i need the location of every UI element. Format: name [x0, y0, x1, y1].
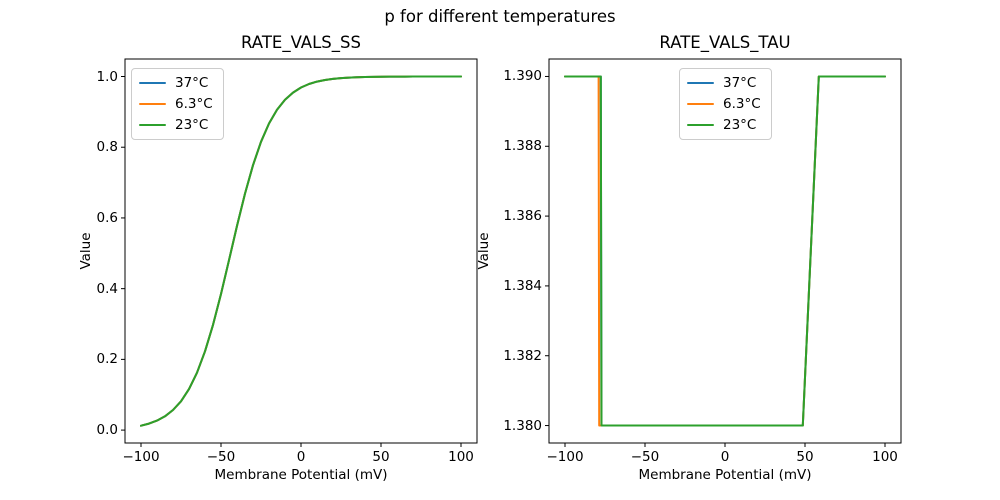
legend-line-sample — [687, 123, 714, 127]
y-tick-label: 1.0 — [96, 68, 118, 85]
x-tick-label: 0 — [296, 449, 306, 465]
x-tick-label: 0 — [720, 449, 730, 465]
legend-line-sample — [687, 81, 714, 85]
subplot-ss-title: RATE_VALS_SS — [241, 33, 361, 52]
subplot-tau-xlabel: Membrane Potential (mV) — [638, 467, 812, 483]
axes-frame — [124, 58, 478, 444]
y-tick-label: 0.4 — [96, 280, 118, 297]
legend-entry: 23°C — [687, 116, 761, 134]
y-tick-label: 1.384 — [503, 277, 542, 294]
legend-entry: 6.3°C — [139, 95, 213, 113]
legend-label: 6.3°C — [175, 96, 213, 112]
subplot-ss-ylabel: Value — [78, 232, 94, 270]
x-tick-label: 50 — [372, 449, 390, 465]
y-tick-label: 1.382 — [503, 347, 542, 364]
legend-label: 37°C — [175, 75, 209, 91]
series-line-23°C — [564, 75, 886, 427]
legend-box: 37°C 6.3°C 23°C — [679, 68, 772, 140]
legend-box: 37°C 6.3°C 23°C — [131, 68, 224, 140]
legend-entry: 37°C — [687, 74, 761, 92]
y-tick-label: 0.8 — [96, 139, 118, 156]
axes-frame — [548, 58, 902, 444]
y-tick-label: 1.390 — [503, 68, 542, 85]
subplot-tau-ylabel: Value — [476, 232, 492, 270]
subplot-tau-title: RATE_VALS_TAU — [659, 33, 791, 52]
x-tick-label: −50 — [630, 449, 660, 465]
y-tick-label: 1.388 — [503, 138, 542, 155]
legend-line-sample — [687, 102, 714, 106]
x-tick-label: −50 — [206, 449, 236, 465]
x-tick-label: 50 — [796, 449, 814, 465]
legend-label: 23°C — [175, 117, 209, 133]
y-tick-label: 0.6 — [96, 209, 118, 226]
y-tick-label: 0.0 — [96, 422, 118, 439]
y-tick-label: 0.2 — [96, 351, 118, 368]
y-tick-label: 1.386 — [503, 208, 542, 225]
legend-line-sample — [139, 102, 166, 106]
series-line-23°C — [140, 75, 462, 427]
legend-entry: 6.3°C — [687, 95, 761, 113]
legend-label: 6.3°C — [723, 96, 761, 112]
legend-line-sample — [139, 81, 166, 85]
figure-title: p for different temperatures — [384, 7, 616, 26]
y-tick-label: 1.380 — [503, 417, 542, 434]
x-tick-label: 100 — [872, 449, 898, 465]
x-tick-label: 100 — [448, 449, 474, 465]
legend-entry: 23°C — [139, 116, 213, 134]
legend-label: 37°C — [723, 75, 757, 91]
legend-entry: 37°C — [139, 74, 213, 92]
legend-label: 23°C — [723, 117, 757, 133]
subplot-ss-xlabel: Membrane Potential (mV) — [214, 467, 388, 483]
legend-line-sample — [139, 123, 166, 127]
x-tick-label: −100 — [546, 449, 584, 465]
x-tick-label: −100 — [122, 449, 160, 465]
